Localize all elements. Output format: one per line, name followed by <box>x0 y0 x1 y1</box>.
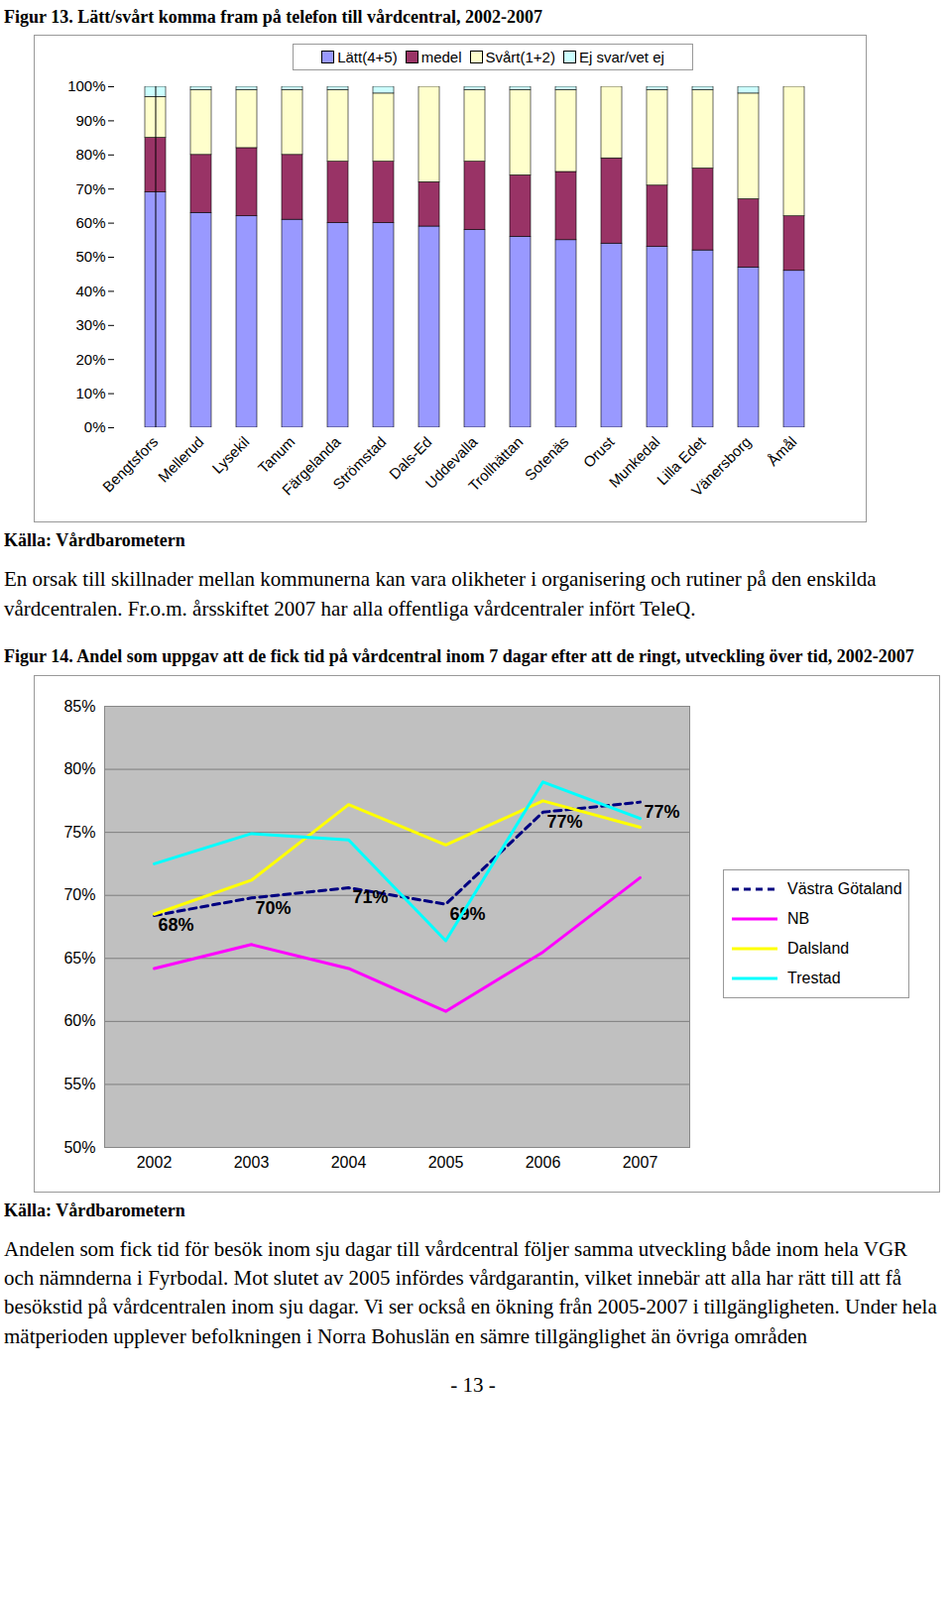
svg-text:Bengtsfors: Bengtsfors <box>99 433 162 496</box>
html-text:En orsak till skillnader mella: En orsak till skillnader mellan kommuner… <box>3 567 877 621</box>
html-text:Figur 14. Andel som uppgav att: Figur 14. Andel som uppgav att de fick t… <box>3 646 915 667</box>
svg-text:85%: 85% <box>63 697 96 714</box>
svg-text:Sotenäs: Sotenäs <box>521 433 573 484</box>
svg-text:Strömstad: Strömstad <box>329 433 389 493</box>
html-text:- 13 -: - 13 - <box>450 1373 496 1398</box>
svg-text:40%: 40% <box>75 282 106 300</box>
svg-text:30%: 30% <box>75 316 106 334</box>
svg-text:77%: 77% <box>546 812 583 833</box>
svg-text:Dals-Ed: Dals-Ed <box>385 433 435 483</box>
svg-text:Lilla Edet: Lilla Edet <box>653 433 709 489</box>
html-text:NB: NB <box>787 909 810 927</box>
svg-text:2007: 2007 <box>622 1153 659 1171</box>
svg-text:70%: 70% <box>63 886 96 904</box>
svg-text:50%: 50% <box>63 1138 96 1156</box>
svg-text:60%: 60% <box>75 214 106 232</box>
html-text:medel: medel <box>421 48 462 66</box>
svg-text:Färgelanda: Färgelanda <box>278 433 345 499</box>
svg-text:Tanum: Tanum <box>254 433 299 477</box>
svg-text:90%: 90% <box>75 112 106 129</box>
svg-text:Vänersborg: Vänersborg <box>688 433 755 500</box>
html-text:Ej svar/vet ej: Ej svar/vet ej <box>579 48 665 66</box>
svg-text:2004: 2004 <box>331 1153 367 1171</box>
html-text:Källa: Vårdbarometern: Källa: Vårdbarometern <box>3 530 186 551</box>
html-text:Västra Götaland: Västra Götaland <box>787 880 903 898</box>
svg-text:2006: 2006 <box>525 1153 562 1171</box>
svg-text:69%: 69% <box>449 903 486 924</box>
svg-text:80%: 80% <box>75 145 106 163</box>
svg-text:Uddevalla: Uddevalla <box>421 433 481 493</box>
svg-text:50%: 50% <box>75 248 106 266</box>
html-text:Lätt(4+5): Lätt(4+5) <box>337 48 398 66</box>
svg-text:70%: 70% <box>254 897 291 918</box>
svg-text:10%: 10% <box>75 384 106 402</box>
svg-text:2005: 2005 <box>428 1153 465 1171</box>
html-text:Svårt(1+2): Svårt(1+2) <box>485 48 556 66</box>
svg-text:Mellerud: Mellerud <box>154 433 208 486</box>
html-text:Andelen som fick tid för besök: Andelen som fick tid för besök inom sju … <box>3 1237 937 1349</box>
svg-text:68%: 68% <box>157 915 194 936</box>
html-text:Källa: Vårdbarometern: Källa: Vårdbarometern <box>3 1200 186 1221</box>
svg-text:70%: 70% <box>75 180 106 198</box>
svg-text:Orust: Orust <box>580 433 619 473</box>
svg-text:2002: 2002 <box>136 1153 173 1171</box>
svg-text:Trollhättan: Trollhättan <box>465 433 527 495</box>
svg-text:Åmål: Åmål <box>763 433 800 470</box>
svg-text:20%: 20% <box>75 351 106 368</box>
svg-text:55%: 55% <box>63 1075 96 1093</box>
svg-text:60%: 60% <box>63 1012 96 1030</box>
html-text:Dalsland: Dalsland <box>787 939 850 957</box>
svg-text:80%: 80% <box>63 760 96 778</box>
html-text:Figur 13. Lätt/svårt komma fra: Figur 13. Lätt/svårt komma fram på telef… <box>3 6 543 27</box>
svg-text:2003: 2003 <box>234 1153 270 1171</box>
svg-text:71%: 71% <box>352 887 388 908</box>
html-text:Trestad: Trestad <box>787 969 841 987</box>
svg-text:0%: 0% <box>84 419 107 437</box>
svg-text:Lysekil: Lysekil <box>208 433 252 477</box>
svg-text:77%: 77% <box>643 801 680 822</box>
svg-text:Munkedal: Munkedal <box>604 433 663 491</box>
svg-text:75%: 75% <box>63 823 96 840</box>
svg-text:65%: 65% <box>63 949 96 966</box>
svg-text:100%: 100% <box>67 78 106 96</box>
